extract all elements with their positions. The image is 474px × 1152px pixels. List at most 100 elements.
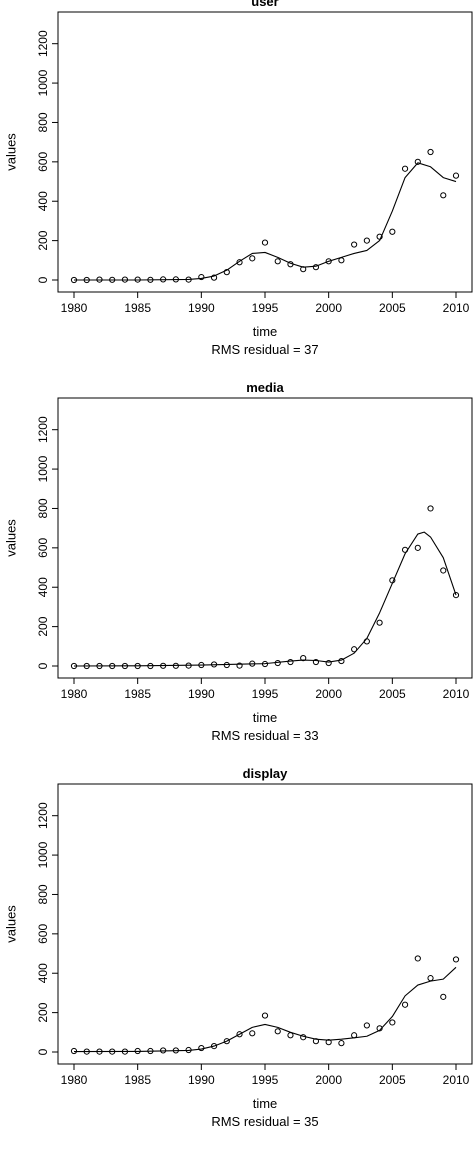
data-point [274,258,281,265]
y-tick-label: 600 [36,152,50,172]
y-tick-label: 0 [36,1048,50,1055]
chart-panel-media: media 0 200 400 600 800 1000 1200 1980 1985 1990 19… [0,380,474,766]
y-tick-label: 1000 [36,455,50,482]
data-point [70,1047,78,1055]
x-tick-label: 1980 [61,687,88,701]
y-tick-label: 1200 [36,30,50,57]
data-point [198,1044,205,1052]
x-axis-label: time [253,324,278,339]
data-point [351,646,358,653]
y-tick-label: 400 [36,191,50,211]
x-tick-label: 2000 [315,1073,342,1087]
x-tick-label: 1995 [252,1073,279,1087]
fitted-curve [73,531,457,667]
chart-title: user [251,0,278,9]
rms-residual-caption: RMS residual = 33 [211,728,318,743]
y-axis-label: values [3,905,18,943]
x-tick-label: 2010 [443,687,470,701]
rms-residual-caption: RMS residual = 35 [211,1114,318,1129]
y-tick-label: 200 [36,616,50,636]
data-point [452,172,460,179]
data-point [261,239,269,246]
y-tick-label: 800 [36,498,50,518]
fitted-curve [74,162,457,281]
x-tick-label: 1985 [124,1073,151,1087]
rms-residual-caption: RMS residual = 37 [211,342,318,357]
x-tick-label: 2005 [379,687,406,701]
data-point [300,655,307,662]
plot-frame [57,11,473,293]
data-point [363,237,370,244]
data-point [401,165,409,172]
plot-frame [57,397,473,679]
data-point [452,956,460,963]
y-tick-label: 0 [36,662,50,669]
data-point [389,1019,396,1026]
x-axis-label: time [253,710,278,725]
y-tick-label: 600 [36,538,50,558]
data-point [312,1038,320,1045]
data-point [325,1039,332,1046]
data-point [338,1040,345,1047]
chart-user: user 0 200 400 600 800 1000 1200 1980 1985 1990 199… [3,0,473,357]
data-point [249,255,256,262]
data-point [440,993,447,1000]
data-point [261,1012,269,1019]
x-tick-label: 1985 [124,687,151,701]
y-tick-label: 800 [36,884,50,904]
data-point [414,955,421,962]
y-tick-label: 800 [36,112,50,132]
data-point [427,148,434,156]
data-point [440,567,447,574]
data-point [401,1001,409,1008]
x-tick-label: 1995 [252,687,279,701]
x-tick-label: 1995 [252,301,279,315]
x-tick-label: 2000 [315,687,342,701]
x-tick-label: 2005 [379,301,406,315]
y-tick-label: 200 [36,230,50,250]
x-tick-label: 2010 [443,301,470,315]
data-point [363,1022,370,1029]
y-tick-label: 400 [36,963,50,983]
data-point [300,266,307,273]
data-point [351,241,358,248]
data-point [249,1030,256,1037]
plot-frame [57,783,473,1065]
y-tick-label: 0 [36,276,50,283]
y-tick-label: 200 [36,1002,50,1022]
data-point [274,1028,281,1035]
data-point [440,192,447,199]
y-tick-label: 400 [36,577,50,597]
x-tick-label: 1980 [61,301,88,315]
data-point [389,228,396,235]
y-tick-label: 1000 [36,69,50,96]
chart-panel-user: user 0 200 400 600 800 1000 1200 1980 1985 1990 199… [0,0,474,380]
data-point [427,975,434,982]
chart-panel-display: display 0 200 400 600 800 1000 1200 1980 1985 1990… [0,766,474,1152]
x-tick-label: 2010 [443,1073,470,1087]
y-tick-label: 1200 [36,802,50,829]
data-point [414,544,421,551]
data-point [376,619,383,626]
x-tick-label: 2000 [315,301,342,315]
data-point [287,658,294,666]
chart-media: media 0 200 400 600 800 1000 1200 1980 1985 1990 19… [3,380,473,743]
data-point [427,505,434,512]
y-axis-label: values [3,519,18,557]
x-axis-label: time [253,1096,278,1111]
x-tick-label: 1980 [61,1073,88,1087]
y-tick-label: 600 [36,924,50,944]
x-tick-label: 1990 [188,687,215,701]
x-tick-label: 1990 [188,1073,215,1087]
chart-title: display [243,766,289,781]
x-tick-label: 1990 [188,301,215,315]
x-tick-label: 1985 [124,301,151,315]
y-tick-label: 1000 [36,841,50,868]
x-tick-label: 2005 [379,1073,406,1087]
chart-title: media [246,380,284,395]
y-axis-label: values [3,133,18,171]
fitted-curve [73,966,457,1053]
y-tick-label: 1200 [36,416,50,443]
chart-display: display 0 200 400 600 800 1000 1200 1980 1985 1990… [3,766,473,1129]
